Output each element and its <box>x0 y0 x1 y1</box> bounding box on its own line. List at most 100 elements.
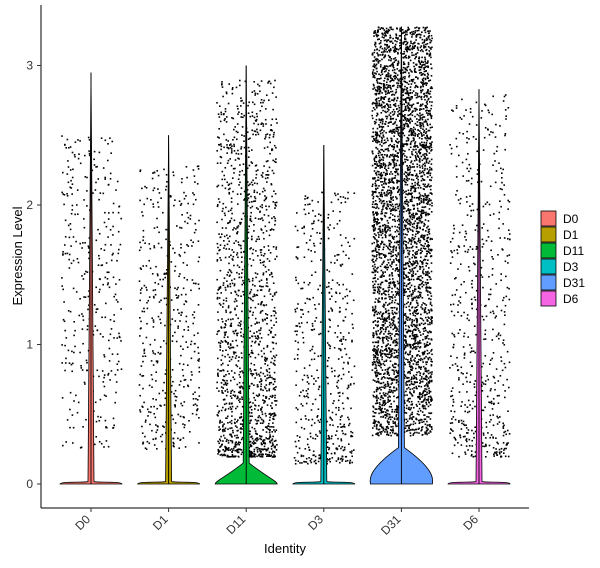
data-point <box>424 183 426 186</box>
data-point <box>155 431 158 434</box>
data-point <box>392 66 395 69</box>
data-point <box>383 66 386 68</box>
data-point <box>411 395 414 397</box>
data-point <box>162 389 164 392</box>
data-point <box>372 292 375 294</box>
data-point <box>261 406 263 409</box>
data-point <box>409 165 411 167</box>
data-point <box>272 444 274 446</box>
data-point <box>246 131 249 133</box>
data-point <box>220 435 222 438</box>
data-point <box>398 233 400 235</box>
data-point <box>388 191 391 194</box>
data-point <box>93 304 96 306</box>
data-point <box>259 110 262 112</box>
data-point <box>267 455 270 457</box>
data-point <box>406 118 409 120</box>
data-point <box>109 333 112 336</box>
data-point <box>242 240 245 242</box>
data-point <box>419 374 421 377</box>
data-point <box>269 416 271 419</box>
data-point <box>139 169 142 171</box>
data-point <box>301 309 304 311</box>
data-point <box>392 280 395 283</box>
data-point <box>380 211 383 213</box>
data-point <box>227 456 230 458</box>
data-point <box>424 308 426 311</box>
data-point <box>376 89 379 92</box>
data-point <box>336 336 339 338</box>
data-point <box>88 154 91 157</box>
data-point <box>384 167 386 169</box>
data-point <box>398 223 400 226</box>
data-point <box>157 242 160 245</box>
data-point <box>419 295 422 298</box>
data-point <box>230 311 232 313</box>
data-point <box>252 277 254 280</box>
data-point <box>424 98 426 101</box>
data-point <box>68 267 71 269</box>
data-point <box>157 315 160 318</box>
data-point <box>145 286 147 289</box>
data-point <box>377 207 380 210</box>
data-point <box>383 292 385 294</box>
data-point <box>375 132 377 135</box>
data-point <box>104 316 107 319</box>
data-point <box>392 391 394 394</box>
data-point <box>425 132 427 134</box>
data-point <box>265 134 267 136</box>
data-point <box>98 291 100 293</box>
data-point <box>426 72 429 75</box>
data-point <box>104 178 106 180</box>
data-point <box>163 426 165 428</box>
data-point <box>404 108 407 110</box>
data-point <box>300 455 303 458</box>
data-point <box>184 220 186 223</box>
data-point <box>183 426 186 429</box>
data-point <box>254 94 256 96</box>
data-point <box>419 86 422 89</box>
data-point <box>217 113 220 115</box>
data-point <box>239 223 242 225</box>
data-point <box>223 235 226 238</box>
data-point <box>297 246 300 248</box>
data-point <box>305 402 308 405</box>
data-point <box>389 396 391 398</box>
data-point <box>388 180 391 183</box>
data-point <box>225 394 228 397</box>
data-point <box>151 386 153 388</box>
data-point <box>216 278 218 281</box>
data-point <box>255 337 257 339</box>
data-point <box>181 311 183 314</box>
data-point <box>263 260 265 263</box>
data-point <box>235 441 237 443</box>
data-point <box>417 187 420 189</box>
data-point <box>226 438 228 441</box>
data-point <box>373 420 376 422</box>
data-point <box>417 151 420 153</box>
data-point <box>249 415 252 417</box>
data-point <box>390 121 392 123</box>
data-point <box>395 150 397 152</box>
data-point <box>255 394 258 397</box>
data-point <box>273 371 276 374</box>
data-point <box>271 431 273 433</box>
data-point <box>390 49 392 52</box>
data-point <box>392 369 395 372</box>
data-point <box>406 221 409 224</box>
data-point <box>425 329 427 332</box>
data-point <box>274 389 276 391</box>
data-point <box>271 336 274 338</box>
data-point <box>75 291 78 293</box>
data-point <box>238 356 240 358</box>
data-point <box>395 341 398 344</box>
data-point <box>331 370 333 373</box>
data-point <box>388 189 391 192</box>
data-point <box>177 308 179 311</box>
data-point <box>227 188 230 191</box>
data-point <box>391 348 393 350</box>
data-point <box>420 122 422 124</box>
data-point <box>142 387 144 390</box>
data-point <box>158 231 160 234</box>
data-point <box>379 265 382 268</box>
